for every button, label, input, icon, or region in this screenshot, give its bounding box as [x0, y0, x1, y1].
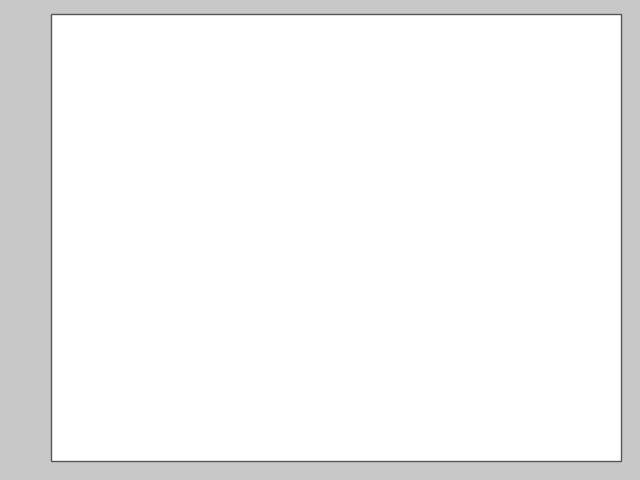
Bar: [438, 234, 456, 394]
Y-axis label: Concentration (umole/mg
protein/gm tissue): Concentration (umole/mg protein/gm tissu…: [54, 140, 83, 292]
Legend: TNF, IL-1, AGEs: TNF, IL-1, AGEs: [514, 45, 582, 118]
Bar: [171, 361, 188, 394]
Bar: [232, 133, 248, 394]
Bar: [421, 243, 438, 394]
Bar: [266, 296, 283, 394]
Bar: [533, 272, 550, 394]
Bar: [326, 195, 344, 394]
Bar: [516, 302, 533, 394]
Bar: [550, 343, 567, 394]
Bar: [456, 331, 472, 394]
Bar: [248, 178, 266, 394]
X-axis label: Groups: Groups: [321, 418, 383, 433]
Bar: [137, 331, 154, 394]
Bar: [154, 296, 171, 394]
Bar: [360, 311, 378, 394]
Bar: [344, 201, 360, 394]
